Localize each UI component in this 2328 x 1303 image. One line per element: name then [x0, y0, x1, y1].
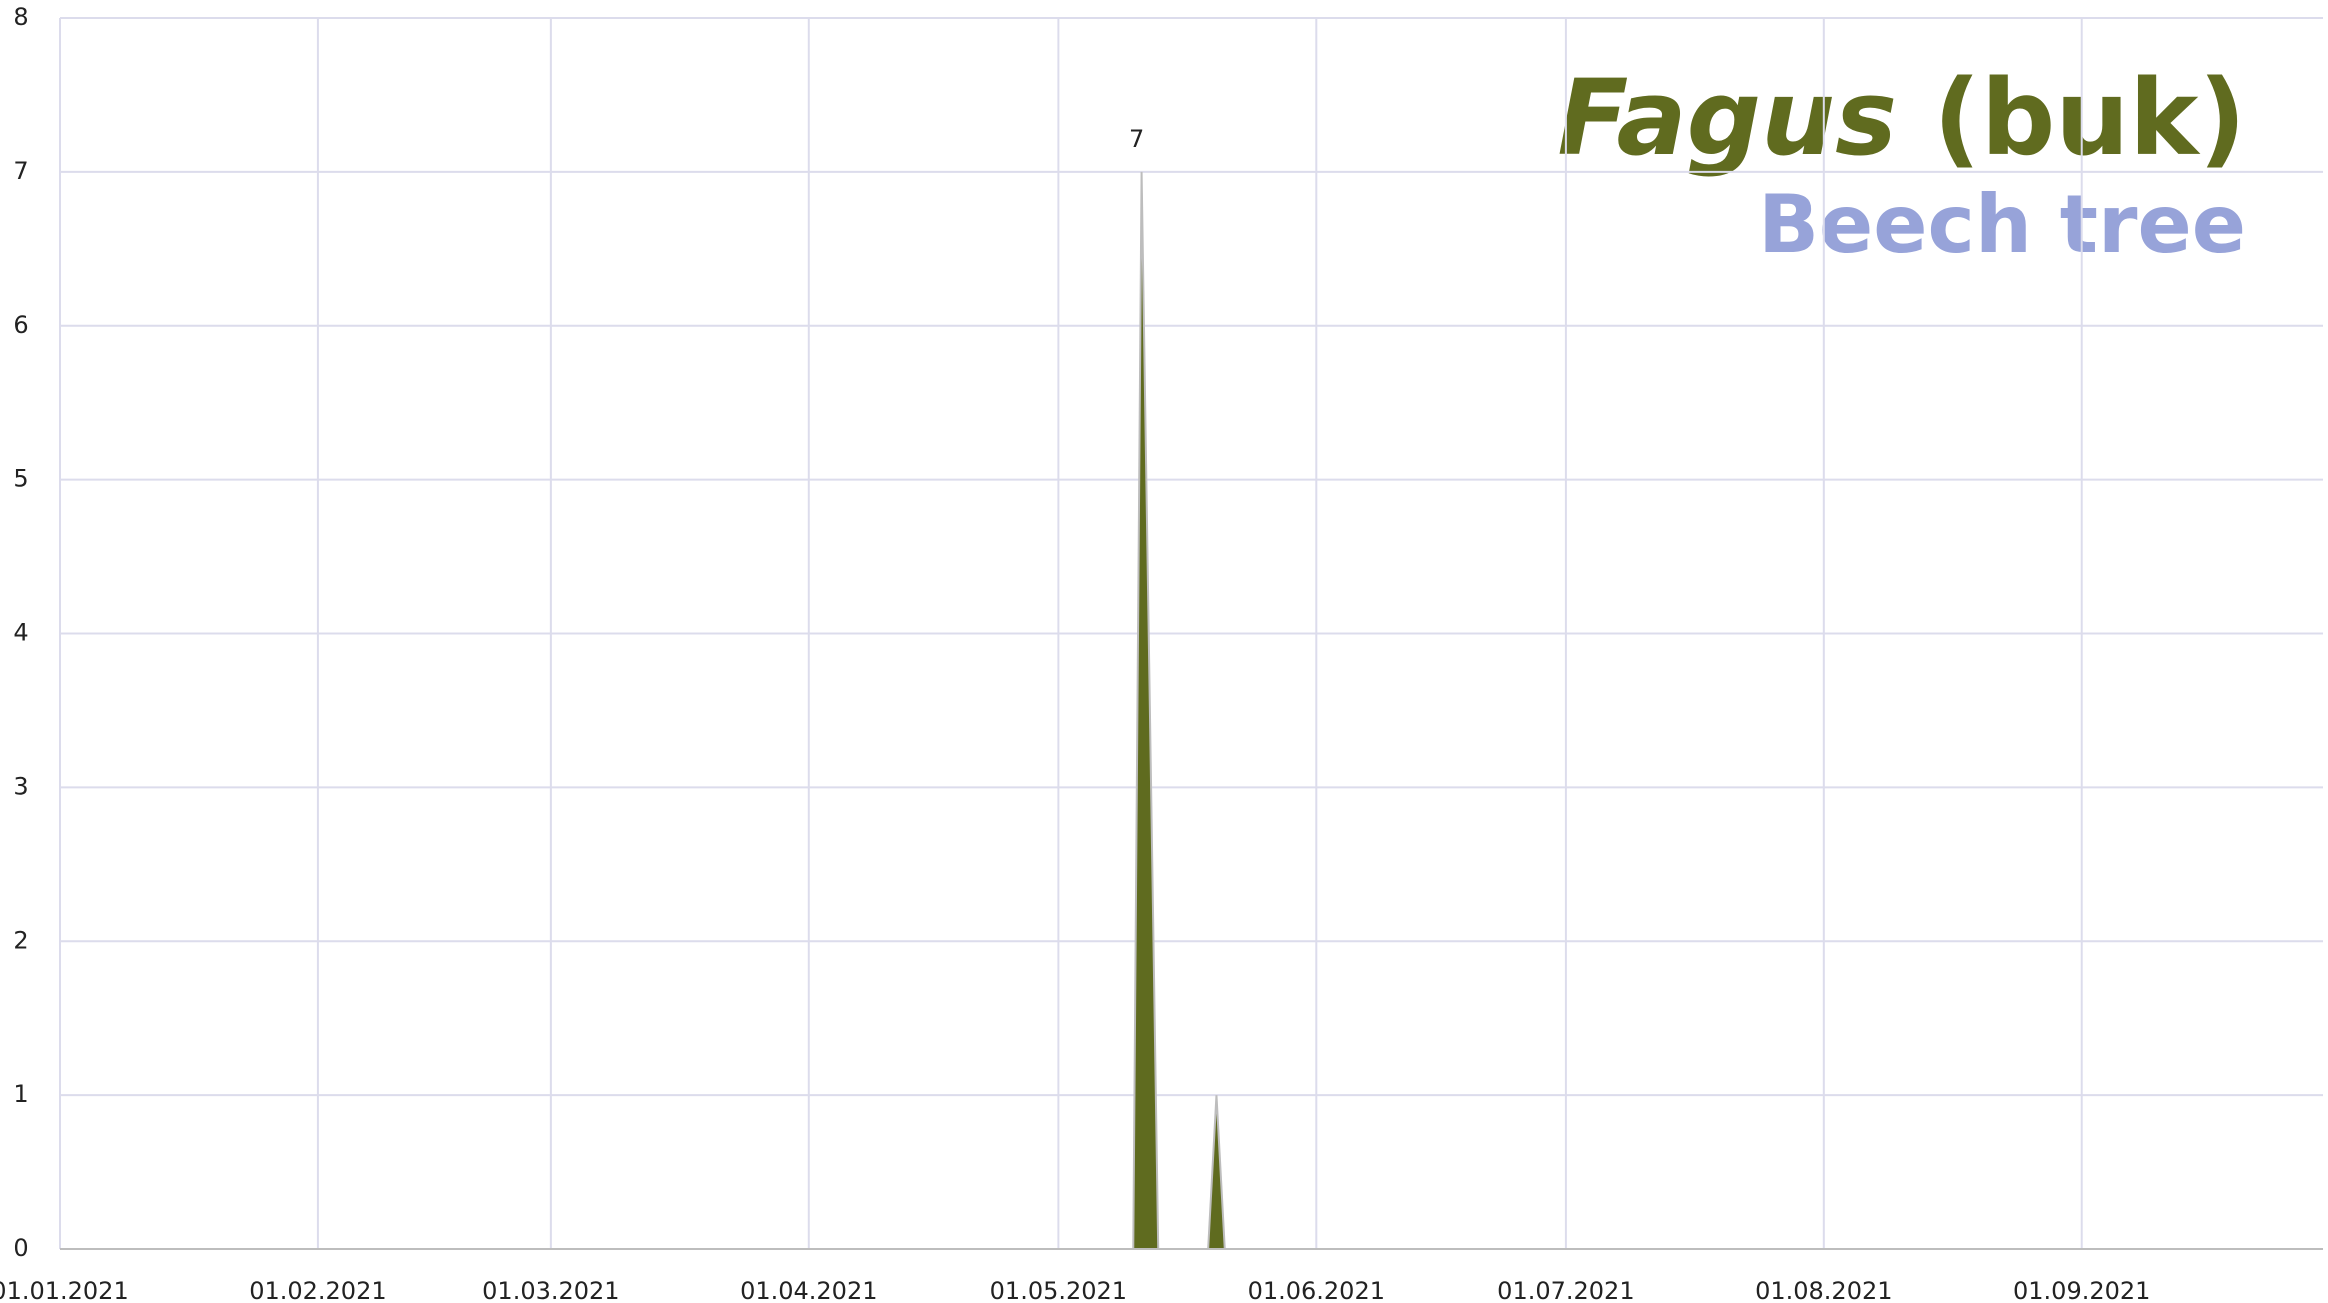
x-tick-label: 01.01.2021 — [0, 1277, 129, 1303]
title-genus: Fagus — [1557, 57, 1897, 179]
x-tick-label: 01.05.2021 — [990, 1277, 1127, 1303]
x-tick-label: 01.02.2021 — [249, 1277, 386, 1303]
x-tick-label: 01.04.2021 — [740, 1277, 877, 1303]
y-tick-label: 3 — [13, 772, 28, 800]
x-tick-label: 01.09.2021 — [2013, 1277, 2150, 1303]
y-tick-label: 8 — [13, 3, 28, 31]
title-local: (buk) — [1933, 57, 2246, 179]
x-tick-label: 01.06.2021 — [1248, 1277, 1385, 1303]
y-tick-label: 2 — [13, 926, 28, 954]
y-tick-label: 1 — [13, 1080, 28, 1108]
y-tick-label: 0 — [13, 1234, 28, 1262]
x-tick-label: 01.03.2021 — [482, 1277, 619, 1303]
y-tick-label: 4 — [13, 619, 28, 647]
y-tick-label: 5 — [13, 465, 28, 493]
y-tick-label: 6 — [13, 311, 28, 339]
data-label: 7 — [1129, 125, 1144, 153]
x-tick-label: 01.07.2021 — [1497, 1277, 1634, 1303]
chart-title: Fagus (buk) — [1557, 57, 2246, 179]
x-tick-label: 01.08.2021 — [1755, 1277, 1892, 1303]
area — [60, 171, 2323, 1250]
chart-subtitle: Beech tree — [1758, 178, 2246, 271]
y-tick-label: 7 — [13, 157, 28, 185]
